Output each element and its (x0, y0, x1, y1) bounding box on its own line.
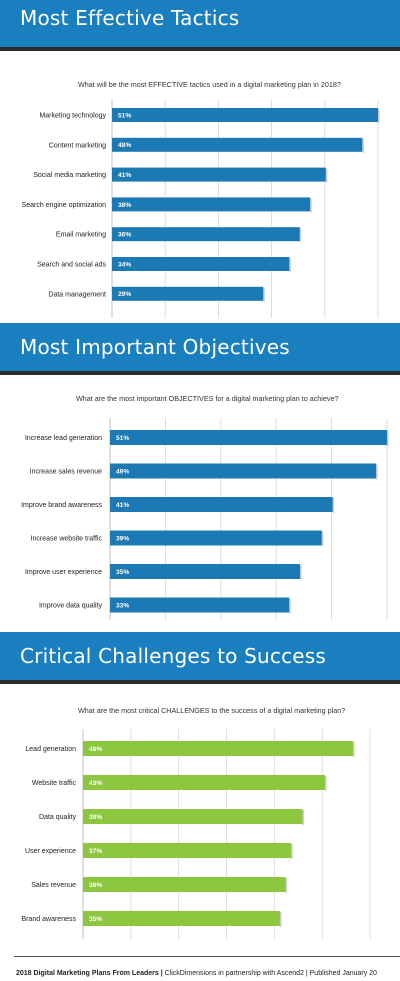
data-label: 37% (89, 848, 102, 855)
bar-shadow (289, 598, 291, 614)
data-label: 38% (118, 202, 131, 209)
data-label: 34% (118, 261, 131, 268)
data-label: 48% (118, 142, 131, 149)
bar-shadow (263, 287, 265, 302)
category-label: Marketing technology (39, 113, 106, 120)
data-label: 48% (89, 746, 102, 753)
bar-shadow (362, 138, 364, 153)
category-label: Email marketing (56, 232, 106, 239)
bar (112, 227, 300, 242)
bar-shadow (289, 258, 291, 272)
data-label: 33% (116, 602, 129, 609)
bar (112, 108, 378, 122)
category-label: Increase sales revenue (30, 469, 102, 476)
data-label: 35% (116, 569, 129, 576)
category-label: Improve user experience (25, 569, 102, 576)
bar (112, 137, 363, 152)
bar (83, 877, 286, 892)
objectives-chart: Increase lead generation 51% Increase sale… (21, 418, 389, 620)
bar (112, 257, 290, 271)
category-label: Search and social ads (37, 262, 106, 269)
chart-question: What are the most critical CHALLENGES to… (78, 706, 346, 715)
category-label: User experience (25, 848, 76, 855)
bar-shadow (376, 464, 378, 480)
category-label: Content marketing (49, 142, 106, 149)
data-label: 35% (89, 916, 102, 923)
category-label: Increase website traffic (31, 536, 103, 543)
bar (112, 167, 326, 182)
tactics-chart: Marketing technology 51% Content marketing… (22, 100, 380, 318)
footer-divider (14, 956, 400, 957)
bar (110, 463, 377, 479)
category-label: Lead generation (25, 746, 76, 753)
section-banner: Most Effective Tactics (0, 0, 400, 51)
bar-shadow (279, 912, 282, 927)
bar-shadow (324, 776, 327, 791)
category-label: Improve data quality (39, 603, 103, 610)
bar (110, 564, 301, 579)
data-label: 36% (118, 232, 131, 239)
category-label: Brand awareness (22, 916, 77, 923)
bar-shadow (302, 810, 304, 825)
bar-shadow (299, 228, 302, 243)
data-label: 39% (89, 814, 102, 821)
category-label: Sales revenue (31, 882, 76, 889)
bar (110, 530, 322, 546)
bar (83, 741, 354, 756)
section-title: Most Effective Tactics (20, 6, 240, 30)
bar-shadow (353, 742, 355, 757)
section-title: Critical Challenges to Success (20, 644, 327, 668)
category-label: Increase lead generation (25, 435, 102, 442)
bar (112, 286, 264, 301)
bar-shadow (325, 168, 328, 183)
data-label: 29% (118, 291, 131, 298)
data-label: 43% (89, 780, 102, 787)
bar-shadow (310, 198, 312, 213)
chart-question: What will be the most EFFECTIVE tactics … (78, 80, 341, 89)
data-label: 49% (116, 468, 129, 475)
category-label: Improve brand awareness (21, 502, 102, 509)
bar (83, 911, 280, 926)
data-label: 51% (118, 112, 131, 119)
bar-shadow (378, 109, 380, 123)
data-label: 51% (116, 435, 129, 442)
section-title: Most Important Objectives (20, 335, 290, 359)
bar-shadow (321, 531, 324, 547)
bar (83, 775, 325, 790)
bar (83, 843, 292, 858)
category-label: Data management (48, 291, 106, 298)
bar-shadow (300, 565, 302, 580)
footer-credits: ClickDimensions in partnership with Asce… (162, 970, 377, 977)
data-label: 41% (116, 502, 129, 509)
category-label: Website traffic (32, 780, 77, 787)
bar-shadow (285, 878, 288, 893)
challenges-chart: Lead generation 48% Website traffic 43% Data… (22, 729, 371, 939)
section-banner: Most Important Objectives (0, 323, 400, 375)
bar (110, 497, 333, 512)
banner-shadow (0, 371, 400, 375)
bar (110, 430, 387, 445)
footer-title: 2018 Digital Marketing Plans From Leader… (16, 970, 163, 977)
category-label: Search engine optimization (22, 202, 107, 209)
category-label: Social media marketing (33, 172, 106, 179)
data-label: 36% (89, 882, 102, 889)
bar-shadow (387, 431, 389, 446)
bar (110, 597, 290, 613)
banner-shadow (0, 47, 400, 51)
bar-shadow (332, 498, 335, 513)
banner-shadow (0, 680, 400, 684)
data-label: 39% (116, 535, 129, 542)
bar (112, 197, 311, 212)
bar-shadow (291, 844, 293, 859)
footer-text: 2018 Digital Marketing Plans From Leader… (16, 970, 377, 977)
data-label: 41% (118, 172, 131, 179)
chart-question: What are the most important OBJECTIVES f… (76, 394, 339, 403)
category-label: Data quality (39, 814, 76, 821)
bar (83, 809, 303, 824)
section-banner: Critical Challenges to Success (0, 632, 400, 684)
